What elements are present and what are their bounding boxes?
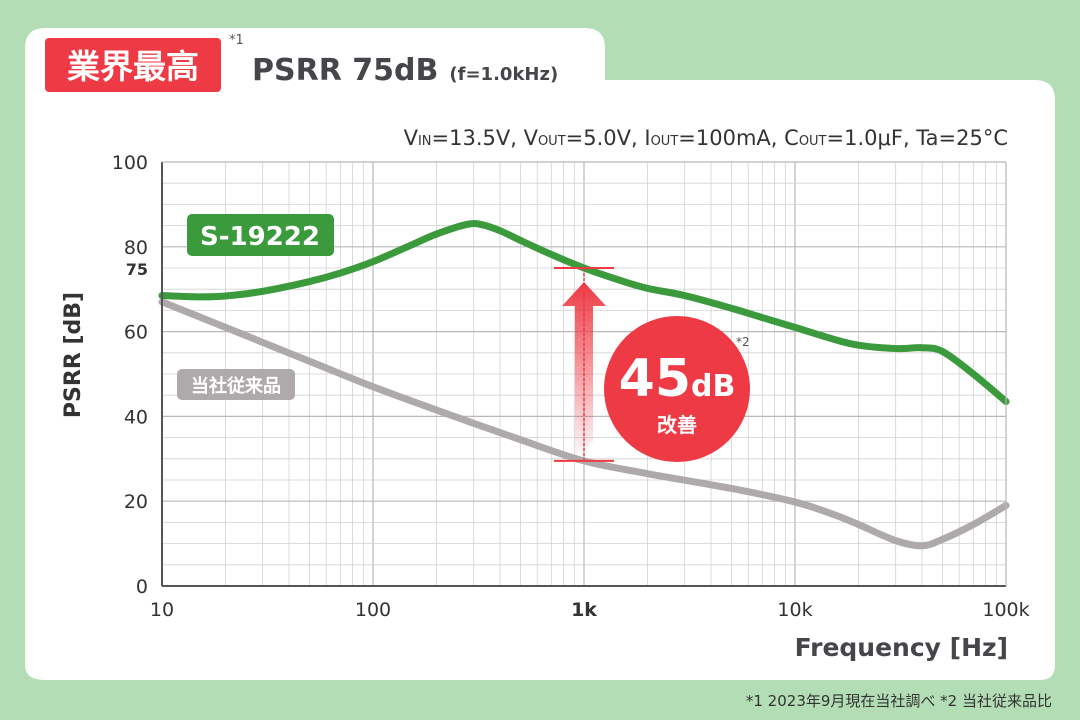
headline-footnote-mark: *1 — [229, 33, 244, 48]
chart-panel — [25, 28, 1055, 680]
y-tick-label: 60 — [124, 322, 148, 344]
x-axis-title: Frequency [Hz] — [795, 633, 1008, 662]
improvement-footnote-mark: *2 — [736, 335, 750, 349]
x-tick-label: 100k — [982, 599, 1029, 621]
x-tick-label: 100 — [355, 599, 391, 621]
footnotes: *1 2023年9月現在当社調べ *2 当社従来品比 — [746, 692, 1052, 710]
legend-s19222-box — [187, 214, 334, 256]
legend-s19222: S-19222 — [200, 222, 320, 252]
legend-conventional: 当社従来品 — [191, 375, 281, 397]
industry-best-badge-text: 業界最高 — [67, 47, 199, 86]
legend-conventional-box — [177, 369, 295, 400]
improvement-label: 改善 — [657, 413, 697, 437]
y-tick-label: 20 — [124, 491, 148, 513]
improvement-value: 45dB — [619, 349, 736, 409]
series-line-s19222 — [158, 220, 1010, 406]
y-tick-label: 40 — [124, 406, 148, 428]
headline: PSRR 75dB (f=1.0kHz) — [252, 53, 558, 88]
x-tick-label: 10k — [777, 599, 812, 621]
improvement-annotation — [554, 267, 614, 462]
y-tick-label: 80 — [124, 237, 148, 259]
improvement-bubble — [604, 316, 750, 462]
x-tick-label: 1k — [571, 599, 597, 621]
x-tick-label: 10 — [150, 599, 174, 621]
y-tick-label: 100 — [112, 152, 148, 174]
axes — [161, 161, 1007, 587]
measurement-conditions: VIN=13.5V, VOUT=5.0V, IOUT=100mA, COUT=1… — [404, 126, 1008, 150]
series-lines — [158, 220, 1010, 550]
y-tick-label: 0 — [136, 576, 148, 598]
improvement-arrow — [562, 282, 606, 461]
series-line-conventional — [158, 298, 1010, 550]
industry-best-badge — [45, 38, 221, 92]
y-tick-label: 75 — [126, 260, 148, 279]
y-axis-title: PSRR [dB] — [61, 292, 86, 418]
